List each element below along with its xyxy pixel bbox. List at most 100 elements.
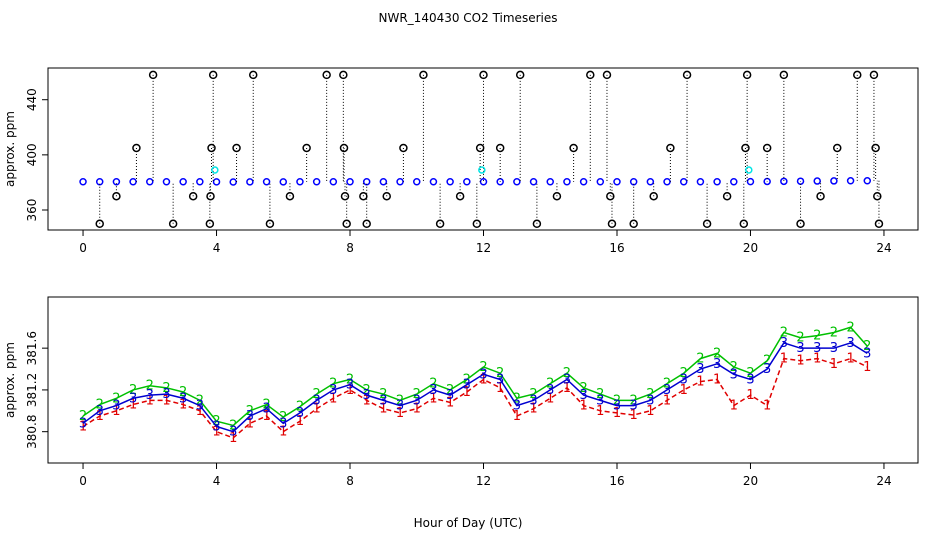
point-marker: 1 xyxy=(680,383,688,398)
point-marker: 1 xyxy=(663,393,671,408)
x-tick-label: 16 xyxy=(609,241,624,255)
x-tick-label: 8 xyxy=(346,241,354,255)
point-marker: 3 xyxy=(730,367,738,382)
series-line xyxy=(82,342,868,433)
x-tick-label: 20 xyxy=(743,241,758,255)
point-marker: 2 xyxy=(796,331,804,346)
point xyxy=(296,177,304,186)
point-marker: 3 xyxy=(79,416,87,431)
point-marker: 3 xyxy=(846,336,854,351)
y-tick-label: 400 xyxy=(25,143,39,166)
point-marker: 2 xyxy=(329,377,337,392)
point xyxy=(730,177,738,186)
point xyxy=(362,219,371,229)
y-tick-label: 440 xyxy=(25,88,39,111)
point-marker: 1 xyxy=(229,431,237,446)
point-marker: 1 xyxy=(296,414,304,429)
point xyxy=(746,177,755,186)
point-marker: 2 xyxy=(646,387,654,402)
point-marker: 3 xyxy=(313,393,321,408)
point-marker: 2 xyxy=(262,398,270,413)
point xyxy=(779,70,789,80)
point-marker: 3 xyxy=(613,399,621,414)
point-marker: 3 xyxy=(746,372,754,387)
point-marker: 2 xyxy=(112,391,120,406)
point-marker: 2 xyxy=(79,409,87,424)
point xyxy=(871,143,880,153)
x-tick-label: 8 xyxy=(346,474,354,488)
point-marker: 3 xyxy=(830,341,838,356)
y-axis-label: approx. ppm xyxy=(3,111,17,187)
plot-frame xyxy=(47,296,919,464)
point-marker: 2 xyxy=(529,387,537,402)
point-marker: 1 xyxy=(96,409,104,424)
point xyxy=(302,143,311,153)
point xyxy=(262,177,271,186)
point-marker: 3 xyxy=(129,391,137,406)
point-marker: 3 xyxy=(513,399,521,414)
point xyxy=(205,219,215,229)
point-marker: 2 xyxy=(696,352,704,367)
point-marker: 3 xyxy=(463,378,471,393)
point-marker: 3 xyxy=(262,402,270,417)
point-marker: 3 xyxy=(196,399,204,414)
series-line xyxy=(82,357,868,439)
point xyxy=(602,70,612,80)
x-tick-label: 12 xyxy=(476,241,491,255)
point-marker: 1 xyxy=(863,360,871,375)
point-marker: 2 xyxy=(780,325,788,340)
point xyxy=(702,219,712,229)
point-marker: 1 xyxy=(696,375,704,390)
point-marker: 2 xyxy=(746,366,754,381)
point-marker: 3 xyxy=(346,378,354,393)
point-marker: 2 xyxy=(96,398,104,413)
point-marker: 2 xyxy=(596,387,604,402)
point-marker: 3 xyxy=(813,341,821,356)
point xyxy=(312,177,321,186)
point-marker: 3 xyxy=(696,362,704,377)
x-tick-label: 4 xyxy=(213,474,221,488)
point-marker: 2 xyxy=(363,383,371,398)
point xyxy=(132,143,141,153)
point-marker: 1 xyxy=(563,381,571,396)
point-marker: 2 xyxy=(630,393,638,408)
point-marker: 2 xyxy=(146,379,154,394)
point xyxy=(232,143,241,153)
point xyxy=(346,177,354,186)
point xyxy=(112,191,121,201)
point xyxy=(479,70,488,80)
point xyxy=(563,177,571,186)
point xyxy=(696,177,705,186)
point xyxy=(188,191,198,201)
point-marker: 3 xyxy=(529,393,537,408)
point-marker: 1 xyxy=(196,404,204,419)
point xyxy=(745,166,753,174)
point xyxy=(832,143,842,153)
point-marker: 2 xyxy=(296,400,304,415)
point xyxy=(515,70,525,80)
point-marker: 3 xyxy=(112,399,120,414)
point xyxy=(179,177,187,186)
point-marker: 2 xyxy=(663,377,671,392)
point-marker: 1 xyxy=(146,393,154,408)
point xyxy=(606,191,615,201)
point-marker: 2 xyxy=(496,366,504,381)
point-marker: 3 xyxy=(563,372,571,387)
point xyxy=(475,143,485,153)
point-marker: 3 xyxy=(379,393,387,408)
point xyxy=(95,219,104,229)
point-marker: 2 xyxy=(830,325,838,340)
plot-frame xyxy=(47,67,919,231)
point xyxy=(739,219,749,229)
point xyxy=(340,191,350,201)
point-marker: 2 xyxy=(379,387,387,402)
point-marker: 1 xyxy=(313,402,321,417)
point xyxy=(419,70,428,80)
point-marker: 1 xyxy=(763,399,771,414)
point-marker: 1 xyxy=(179,398,187,413)
point xyxy=(79,177,87,186)
y-tick-label: 360 xyxy=(25,199,39,222)
point xyxy=(382,191,391,201)
point-marker: 3 xyxy=(630,399,638,414)
point-marker: 3 xyxy=(596,393,604,408)
